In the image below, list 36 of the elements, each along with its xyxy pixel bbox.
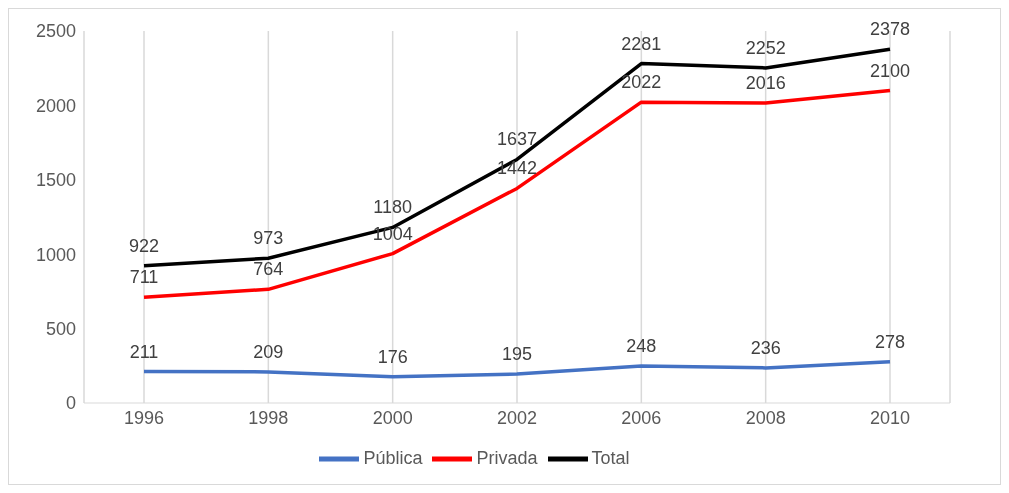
data-label: 236 [750,337,781,358]
data-label: 1004 [372,223,413,244]
data-label: 211 [129,341,159,362]
data-label: 1180 [373,197,413,218]
data-label: 973 [253,228,284,249]
legend-label: Pública [363,447,423,468]
x-tick-label: 2008 [745,407,786,428]
data-label: 248 [626,336,657,357]
data-label: 922 [128,235,160,256]
x-tick-label: 1998 [248,407,289,428]
data-label: 2378 [869,19,911,40]
data-label: 278 [874,331,906,352]
data-label: 2281 [621,33,662,54]
y-tick-label: 1500 [35,170,76,191]
x-tick-label: 2010 [869,407,911,428]
x-tick-label: 2006 [621,407,662,428]
data-label: 1637 [496,129,538,150]
data-label: 711 [129,267,159,288]
data-label: 2252 [745,37,786,58]
x-tick-label: 1996 [123,407,165,428]
y-tick-label: 0 [65,393,76,414]
x-tick-label: 2000 [372,407,413,428]
data-label: 2100 [869,60,911,81]
legend-label: Privada [476,447,538,468]
data-label: 2016 [745,73,786,94]
data-label: 195 [501,343,533,364]
data-label: 764 [253,259,284,280]
data-label: 176 [377,346,408,367]
x-tick-label: 2002 [496,407,538,428]
data-label: 209 [253,341,284,362]
y-tick-label: 500 [45,318,76,339]
data-label: 2022 [621,72,662,93]
y-tick-label: 1000 [35,244,76,265]
y-tick-label: 2000 [35,95,76,116]
legend-label: Total [591,447,630,468]
y-tick-label: 2500 [35,21,76,42]
